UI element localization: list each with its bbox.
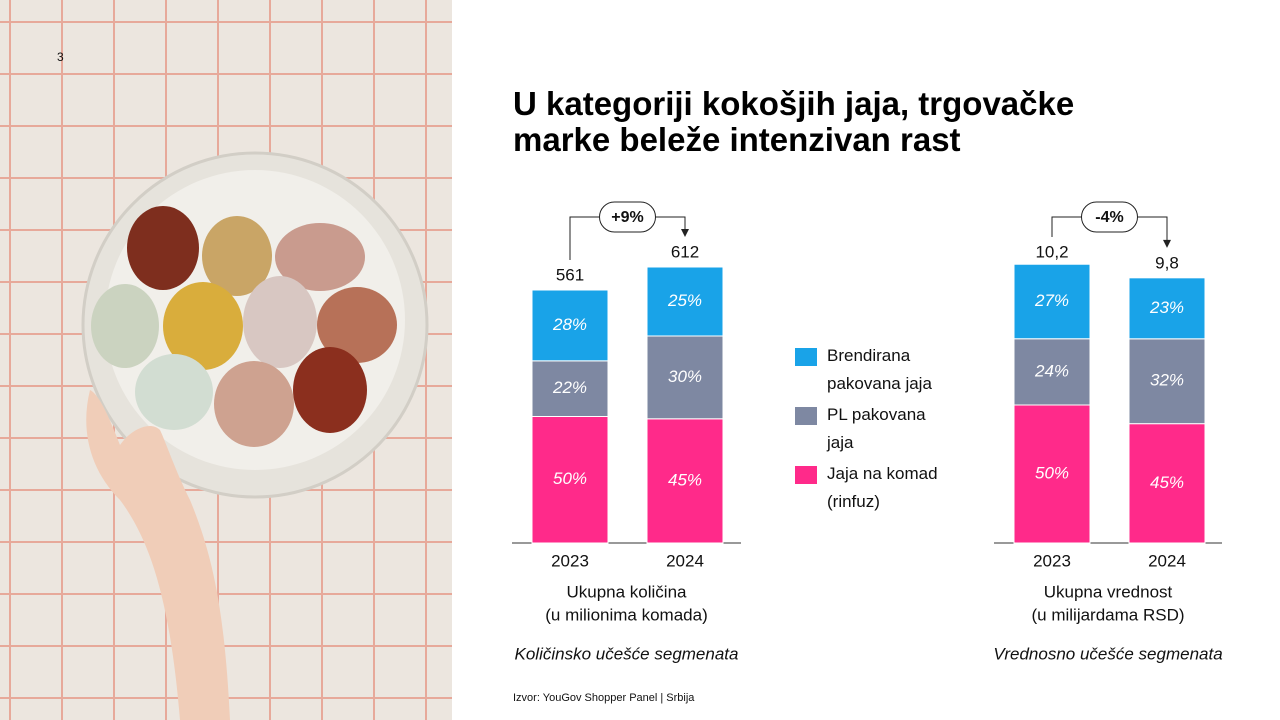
bar-segment [646, 335, 724, 420]
data-label: 25% [667, 291, 702, 310]
data-label: 45% [668, 470, 702, 489]
data-label: 50% [1035, 463, 1069, 482]
axis-label: (u milijardama RSD) [1031, 605, 1184, 624]
data-label: 27% [1034, 291, 1069, 310]
axis-label: Ukupna vrednost [1044, 582, 1173, 601]
legend-item: Brendirana pakovana jaja [795, 342, 965, 398]
data-label: 30% [668, 367, 702, 386]
change-label: +9% [611, 209, 643, 226]
legend-item: Jaja na komad (rinfuz) [795, 460, 965, 516]
bar-segment [531, 289, 609, 362]
legend-label: Brendirana pakovana jaja [827, 346, 932, 393]
source: Izvor: YouGov Shopper Panel | Srbija [513, 692, 695, 704]
page-number: 3 [57, 50, 64, 64]
bar-segment [1128, 277, 1206, 340]
data-label: 45% [1150, 473, 1184, 492]
data-label: 22% [552, 378, 587, 397]
bar-segment [531, 416, 609, 544]
legend: Brendirana pakovana jaja PL pakovana jaja… [795, 342, 965, 519]
x-tick-label: 2023 [1033, 551, 1071, 570]
bar-segment [646, 266, 724, 337]
x-tick-label: 2024 [1148, 551, 1186, 570]
change-badge [1081, 201, 1138, 233]
total-label: 10,2 [1035, 242, 1068, 261]
chart-subtitle: Vrednosno učešće segmenata [993, 644, 1222, 663]
x-tick-label: 2024 [666, 551, 704, 570]
bar-segment [1128, 423, 1206, 544]
axis-label: (u milionima komada) [545, 605, 708, 624]
legend-swatch [795, 466, 817, 484]
change-badge [599, 201, 656, 233]
legend-label: Jaja na komad (rinfuz) [827, 464, 938, 511]
bar-segment [646, 418, 724, 544]
axis-label: Ukupna količina [566, 582, 687, 601]
total-label: 612 [671, 242, 699, 261]
title: U kategoriji kokošjih jaja, trgovačke ma… [513, 85, 1075, 158]
bar-segment [1128, 338, 1206, 425]
legend-label: PL pakovana jaja [827, 405, 926, 452]
arrow-head [681, 229, 689, 237]
bar-segment [1013, 263, 1091, 340]
change-label: -4% [1095, 209, 1123, 226]
data-label: 28% [552, 315, 587, 334]
data-label: 32% [1150, 371, 1184, 390]
photo [0, 0, 452, 720]
chart-subtitle: Količinsko učešće segmenata [515, 644, 739, 663]
data-label: 50% [553, 469, 587, 488]
bar-segment [531, 360, 609, 417]
data-label: 23% [1149, 298, 1184, 317]
total-label: 9,8 [1155, 253, 1179, 272]
total-label: 561 [556, 265, 584, 284]
arrow-head [1163, 239, 1171, 248]
legend-swatch [795, 407, 817, 425]
data-label: 24% [1034, 361, 1069, 380]
x-tick-label: 2023 [551, 551, 589, 570]
legend-item: PL pakovana jaja [795, 401, 965, 457]
legend-swatch [795, 348, 817, 366]
